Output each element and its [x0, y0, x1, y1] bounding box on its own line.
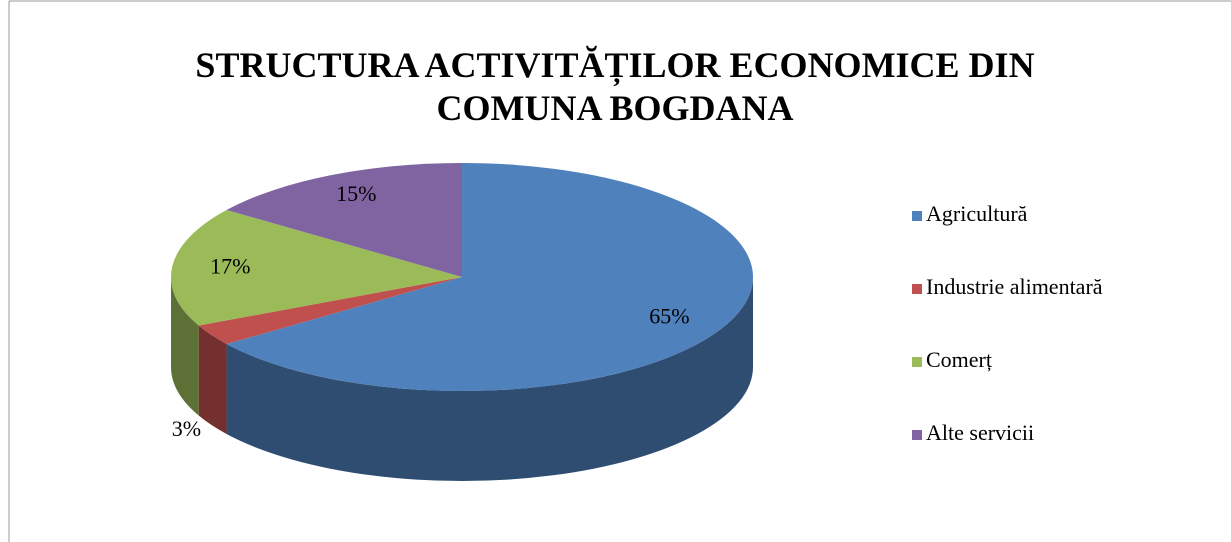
pie-side: [171, 277, 199, 416]
pie-side: [198, 325, 227, 435]
legend-swatch: [912, 357, 922, 367]
legend-swatch: [912, 430, 922, 440]
data-label: 17%: [210, 253, 250, 278]
data-label: 15%: [336, 181, 376, 206]
legend-label: Industrie alimentară: [926, 274, 1103, 299]
legend-label: Comerț: [926, 347, 992, 372]
data-label: 3%: [172, 416, 201, 441]
pie-slice: [226, 163, 462, 277]
legend-swatch: [912, 284, 922, 294]
legend-label: Alte servicii: [926, 420, 1034, 445]
legend-swatch: [912, 211, 922, 221]
chart-title: STRUCTURA ACTIVITĂȚILOR ECONOMICE DIN CO…: [195, 45, 1035, 128]
pie-slice: [171, 209, 463, 326]
pie-slice: [226, 163, 753, 391]
pie-slice: [198, 277, 463, 345]
data-label: 65%: [649, 303, 689, 328]
pie-side: [226, 277, 753, 481]
legend-label: Agricultură: [926, 201, 1028, 226]
